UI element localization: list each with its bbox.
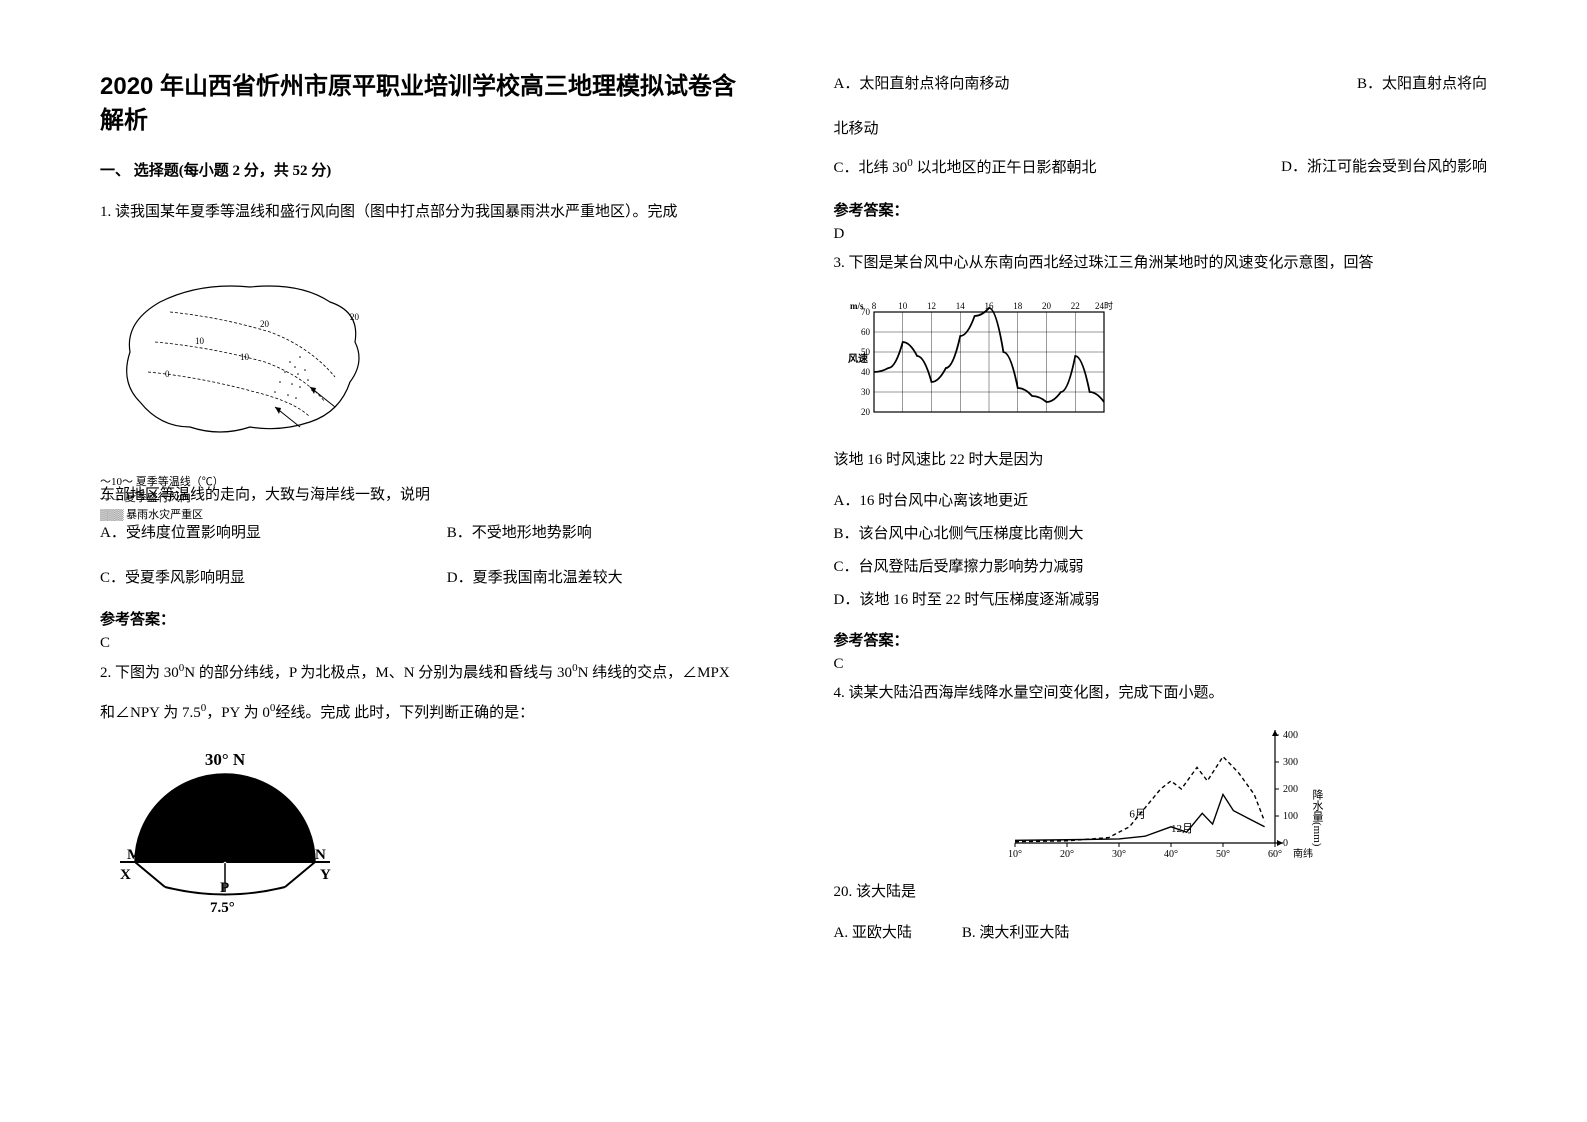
q4-sub-text: 该大陆是 bbox=[852, 884, 916, 900]
q1-legend: ～10～ 夏季等温线（℃） —→ 夏季盛行风向 ▒▒▒ 暴雨水灾严重区 bbox=[100, 474, 390, 524]
svg-text:风速: 风速 bbox=[848, 352, 868, 365]
svg-text:14: 14 bbox=[955, 301, 965, 311]
q4-sub: 20. 该大陆是 bbox=[834, 878, 1488, 907]
label-m: M bbox=[127, 847, 141, 863]
q1-option-a: A．受纬度位置影响明显 bbox=[100, 519, 407, 548]
label-p: P bbox=[220, 880, 229, 896]
q2-c-b: 以北地区的正午日影都朝北 bbox=[913, 160, 1097, 176]
q1-option-d: D．夏季我国南北温差较大 bbox=[447, 564, 754, 593]
china-map-svg: 20 10 10 0 20 bbox=[100, 247, 390, 467]
svg-text:300: 300 bbox=[1283, 757, 1298, 768]
svg-text:40: 40 bbox=[861, 367, 871, 377]
q3-stem: 3. 下图是某台风中心从东南向西北经过珠江三角洲某地时的风速变化示意图，回答 bbox=[834, 249, 1488, 278]
svg-text:18: 18 bbox=[1013, 301, 1023, 311]
svg-text:22: 22 bbox=[1070, 301, 1079, 311]
label-n: N bbox=[315, 847, 326, 863]
svg-text:40°: 40° bbox=[1164, 849, 1178, 860]
svg-text:30: 30 bbox=[861, 387, 871, 397]
svg-text:30°: 30° bbox=[1112, 849, 1126, 860]
svg-text:24时: 24时 bbox=[1094, 300, 1112, 311]
svg-text:12月: 12月 bbox=[1171, 823, 1193, 835]
q3-option-c: C．台风登陆后受摩擦力影响势力减弱 bbox=[834, 551, 1488, 584]
q2-line2: 和∠NPY 为 7.50，PY 为 00经线。完成 此时，下列判断正确的是： bbox=[100, 698, 754, 728]
svg-text:20: 20 bbox=[350, 312, 360, 322]
legend-line-2: —→ 夏季盛行风向 bbox=[100, 490, 390, 507]
legend-line-1: ～10～ 夏季等温线（℃） bbox=[100, 474, 390, 491]
svg-text:20: 20 bbox=[861, 407, 871, 417]
label-x: X bbox=[120, 867, 131, 883]
q2-answer: D bbox=[834, 226, 1488, 243]
svg-text:10: 10 bbox=[898, 301, 908, 311]
left-column: 2020 年山西省忻州市原平职业培训学校高三地理模拟试卷含解析 一、 选择题(每… bbox=[100, 70, 754, 1082]
q3-option-d: D．该地 16 时至 22 时气压梯度逐渐减弱 bbox=[834, 584, 1488, 617]
q2-stem: 2. 下图为 300N 的部分纬线，P 为北极点，M、N 分别为晨线和昏线与 3… bbox=[100, 658, 754, 688]
q2-stem-a: 2. 下图为 30 bbox=[100, 665, 179, 681]
q2-options-row1: A．太阳直射点将向南移动 B．太阳直射点将向 bbox=[834, 70, 1488, 99]
section-heading: 一、 选择题(每小题 2 分，共 52 分) bbox=[100, 159, 754, 180]
q2-stem-b: N 的部分纬线，P 为北极点，M、N 分别为晨线和昏线与 30 bbox=[184, 665, 572, 681]
q2-option-c: C．北纬 300 以北地区的正午日影都朝北 bbox=[834, 153, 1161, 183]
q3-option-b: B．该台风中心北侧气压梯度比南侧大 bbox=[834, 518, 1488, 551]
q1-option-b: B．不受地形地势影响 bbox=[447, 519, 754, 548]
svg-text:0: 0 bbox=[165, 369, 170, 379]
q1-options-row1: A．受纬度位置影响明显 B．不受地形地势影响 bbox=[100, 519, 754, 548]
fig-top-label: 30° N bbox=[205, 750, 246, 769]
q4-figure: 10° 20° 30° 40° 50° 60° 南纬 0 100 200 300 400 降水量(mm)… bbox=[985, 723, 1335, 878]
q2-answer-label: 参考答案： bbox=[834, 199, 1488, 220]
svg-text:50°: 50° bbox=[1216, 849, 1230, 860]
q2-figure: 30° N M N X Y P 7 bbox=[110, 747, 340, 922]
page-title: 2020 年山西省忻州市原平职业培训学校高三地理模拟试卷含解析 bbox=[100, 70, 754, 137]
svg-text:10: 10 bbox=[195, 336, 205, 346]
q2-options-row2: C．北纬 300 以北地区的正午日影都朝北 D．浙江可能会受到台风的影响 bbox=[834, 153, 1488, 183]
q3-option-a: A．16 时台风中心离该地更近 bbox=[834, 485, 1488, 518]
svg-text:0: 0 bbox=[1283, 838, 1288, 849]
svg-text:10: 10 bbox=[240, 352, 250, 362]
label-y: Y bbox=[320, 867, 331, 883]
svg-text:20°: 20° bbox=[1060, 849, 1074, 860]
svg-text:400: 400 bbox=[1283, 730, 1298, 741]
q2-line2-a: 和∠NPY 为 7.5 bbox=[100, 705, 201, 721]
q4-sub-num: 20. bbox=[834, 884, 853, 900]
q2-c-a: C．北纬 30 bbox=[834, 160, 908, 176]
q3-answer-label: 参考答案： bbox=[834, 629, 1488, 650]
q1-option-c: C．受夏季风影响明显 bbox=[100, 564, 407, 593]
q2-option-b2: 北移动 bbox=[834, 115, 1488, 144]
svg-text:200: 200 bbox=[1283, 784, 1298, 795]
svg-text:60: 60 bbox=[861, 327, 871, 337]
q2-stem-c: N 纬线的交点，∠MPX bbox=[578, 665, 730, 681]
svg-text:8: 8 bbox=[871, 301, 876, 311]
q3-figure: 20304050607081012141618202224时m/s风速 bbox=[834, 297, 1114, 432]
q2-line2-c: 经线。完成 此时，下列判断正确的是： bbox=[275, 705, 534, 721]
q2-option-b: B．太阳直射点将向 bbox=[1160, 70, 1487, 99]
q4-option-a: A. 亚欧大陆 bbox=[834, 917, 912, 950]
svg-text:100: 100 bbox=[1283, 811, 1298, 822]
svg-text:20: 20 bbox=[260, 319, 270, 329]
q4-option-b: B. 澳大利亚大陆 bbox=[962, 917, 1070, 950]
q3-answer: C bbox=[834, 656, 1488, 673]
svg-text:10°: 10° bbox=[1008, 849, 1022, 860]
q4-stem: 4. 读某大陆沿西海岸线降水量空间变化图，完成下面小题。 bbox=[834, 679, 1488, 708]
svg-text:12: 12 bbox=[927, 301, 936, 311]
svg-text:m/s: m/s bbox=[850, 301, 864, 311]
svg-text:6月: 6月 bbox=[1130, 808, 1147, 820]
svg-text:降水量(mm): 降水量(mm) bbox=[1311, 788, 1324, 847]
right-column: A．太阳直射点将向南移动 B．太阳直射点将向 北移动 C．北纬 300 以北地区… bbox=[834, 70, 1488, 1082]
q1-options-row2: C．受夏季风影响明显 D．夏季我国南北温差较大 bbox=[100, 564, 754, 593]
label-angle: 7.5° bbox=[210, 900, 235, 916]
q1-figure: 20 10 10 0 20 ～10～ bbox=[100, 247, 390, 467]
q1-answer-label: 参考答案： bbox=[100, 608, 754, 629]
q2-line2-b: ，PY 为 0 bbox=[206, 705, 270, 721]
legend-line-3: ▒▒▒ 暴雨水灾严重区 bbox=[100, 507, 390, 524]
svg-text:南纬: 南纬 bbox=[1293, 847, 1313, 860]
q2-option-a: A．太阳直射点将向南移动 bbox=[834, 70, 1161, 99]
page: 2020 年山西省忻州市原平职业培训学校高三地理模拟试卷含解析 一、 选择题(每… bbox=[100, 70, 1487, 1082]
q2-option-d: D．浙江可能会受到台风的影响 bbox=[1160, 153, 1487, 183]
q1-stem: 1. 读我国某年夏季等温线和盛行风向图（图中打点部分为我国暴雨洪水严重地区）。完… bbox=[100, 198, 754, 227]
svg-text:60°: 60° bbox=[1268, 849, 1282, 860]
q4-options-row: A. 亚欧大陆 B. 澳大利亚大陆 bbox=[834, 917, 1488, 950]
q1-answer: C bbox=[100, 635, 754, 652]
svg-text:20: 20 bbox=[1042, 301, 1052, 311]
q3-sub: 该地 16 时风速比 22 时大是因为 bbox=[834, 446, 1488, 475]
